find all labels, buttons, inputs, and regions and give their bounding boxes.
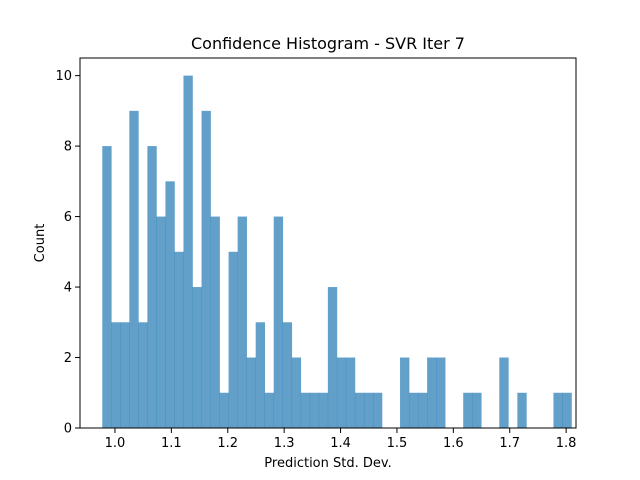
y-tick-label: 6: [64, 210, 72, 225]
x-tick-label: 1.1: [161, 436, 182, 451]
bars-group: [102, 75, 572, 428]
histogram-bar: [427, 357, 437, 428]
histogram-bar: [237, 216, 247, 428]
histogram-bar: [201, 110, 211, 428]
histogram-bar: [246, 357, 256, 428]
histogram-bar: [147, 146, 157, 428]
x-tick-label: 1.6: [443, 436, 464, 451]
histogram-bar: [363, 392, 374, 428]
histogram-bar: [138, 322, 148, 428]
y-tick-label: 10: [55, 69, 72, 84]
histogram-bar: [174, 251, 184, 428]
x-tick-label: 1.3: [274, 436, 295, 451]
histogram-bar: [354, 392, 365, 428]
histogram-bar: [264, 392, 275, 428]
y-axis-ticks: 0 2 4 6 8 10: [55, 69, 80, 437]
histogram-bar: [553, 392, 563, 428]
x-tick-label: 1.5: [387, 436, 408, 451]
histogram-bar: [165, 181, 175, 428]
histogram-bar: [409, 392, 419, 428]
histogram-bar: [300, 392, 311, 428]
x-tick-label: 1.2: [217, 436, 238, 451]
y-axis-label: Count: [33, 224, 48, 263]
histogram-bar: [372, 392, 383, 428]
histogram-bar: [309, 392, 320, 428]
histogram-bar: [228, 251, 238, 428]
y-tick-label: 0: [64, 422, 72, 437]
x-tick-label: 1.7: [499, 436, 520, 451]
histogram-bar: [156, 216, 166, 428]
x-tick-label: 1.8: [556, 436, 577, 451]
plot-frame: [79, 57, 577, 429]
x-axis-ticks: 1.0 1.1 1.2 1.3 1.4 1.5 1.6 1.7 1.8: [105, 428, 577, 451]
x-tick-label: 1.4: [330, 436, 351, 451]
histogram-bar: [463, 392, 473, 428]
histogram-bar: [102, 146, 112, 428]
histogram-bar: [255, 322, 265, 428]
histogram-bar: [472, 392, 482, 428]
histogram-bar: [120, 322, 130, 428]
chart-title: Confidence Histogram - SVR Iter 7: [191, 34, 465, 53]
histogram-bar: [318, 392, 329, 428]
histogram-bar: [400, 357, 410, 428]
histogram-bar: [192, 287, 202, 428]
histogram-bar: [517, 392, 527, 428]
histogram-bar: [562, 392, 572, 428]
y-tick-label: 2: [64, 351, 72, 366]
histogram-bar: [111, 322, 121, 428]
histogram-bar: [345, 357, 356, 428]
histogram-bar: [210, 216, 220, 428]
histogram-bar: [336, 357, 347, 428]
histogram-bar: [219, 392, 229, 428]
histogram-bar: [436, 357, 446, 428]
histogram-bar: [291, 357, 302, 428]
histogram-bar: [183, 75, 193, 428]
histogram-bar: [327, 287, 338, 428]
x-tick-label: 1.0: [105, 436, 126, 451]
y-tick-label: 8: [64, 140, 72, 155]
histogram-bar: [418, 392, 428, 428]
histogram-bar: [129, 110, 139, 428]
histogram-bar: [282, 322, 293, 428]
histogram-bar: [499, 357, 509, 428]
x-axis-label: Prediction Std. Dev.: [264, 456, 391, 471]
y-tick-label: 4: [64, 281, 72, 296]
histogram-bar: [273, 216, 284, 428]
